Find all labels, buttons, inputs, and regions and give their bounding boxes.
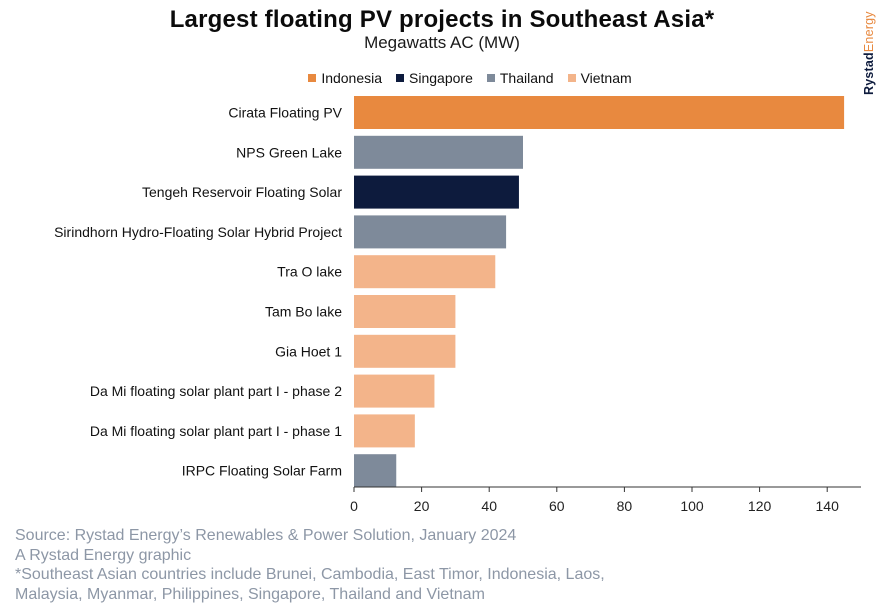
bar-5 bbox=[354, 255, 496, 289]
footnote-line-1: *Southeast Asian countries include Brune… bbox=[15, 566, 605, 583]
legend-label-singapore: Singapore bbox=[409, 70, 473, 86]
bar-9 bbox=[354, 414, 415, 448]
x-tick-label-60: 60 bbox=[549, 498, 565, 514]
bar-8 bbox=[354, 374, 435, 408]
x-tick-label-40: 40 bbox=[481, 498, 497, 514]
legend-item-singapore: Singapore bbox=[396, 70, 473, 86]
credit-note: A Rystad Energy graphic bbox=[15, 546, 192, 564]
x-tick-label-20: 20 bbox=[414, 498, 430, 514]
bar-7 bbox=[354, 334, 456, 368]
legend-item-thailand: Thailand bbox=[486, 70, 554, 86]
category-label-4: Sirindhorn Hydro-Floating Solar Hybrid P… bbox=[54, 224, 342, 240]
bar-3 bbox=[354, 175, 519, 209]
legend-item-vietnam: Vietnam bbox=[567, 70, 632, 86]
x-tick-label-100: 100 bbox=[680, 498, 704, 514]
x-tick-label-120: 120 bbox=[748, 498, 772, 514]
chart-title: Largest floating PV projects in Southeas… bbox=[169, 6, 715, 33]
category-label-6: Tam Bo lake bbox=[265, 304, 342, 320]
legend-swatch-singapore bbox=[396, 74, 405, 82]
category-label-2: NPS Green Lake bbox=[236, 144, 342, 160]
legend-label-vietnam: Vietnam bbox=[580, 70, 632, 86]
legend-swatch-indonesia bbox=[308, 74, 317, 82]
bar-6 bbox=[354, 295, 456, 328]
bar-4 bbox=[354, 215, 507, 249]
category-label-10: IRPC Floating Solar Farm bbox=[182, 463, 342, 479]
bar-10 bbox=[354, 454, 397, 488]
chart-footer: Source: Rystad Energy’s Renewables & Pow… bbox=[15, 526, 605, 604]
x-tick-label-0: 0 bbox=[350, 498, 358, 514]
legend-label-thailand: Thailand bbox=[499, 70, 554, 86]
source-note: Source: Rystad Energy’s Renewables & Pow… bbox=[15, 527, 517, 544]
category-label-8: Da Mi floating solar plant part I - phas… bbox=[90, 383, 342, 399]
legend-swatch-vietnam bbox=[567, 74, 576, 82]
x-tick-label-140: 140 bbox=[816, 498, 840, 514]
category-label-9: Da Mi floating solar plant part I - phas… bbox=[90, 423, 342, 439]
category-label-5: Tra O lake bbox=[277, 264, 342, 280]
legend-label-indonesia: Indonesia bbox=[321, 70, 383, 86]
bar-2 bbox=[354, 135, 523, 169]
legend-swatch-thailand bbox=[486, 74, 495, 82]
footnote-line-2: Malaysia, Myanmar, Philippines, Singapor… bbox=[15, 585, 485, 603]
legend-item-indonesia: Indonesia bbox=[308, 70, 382, 86]
category-label-3: Tengeh Reservoir Floating Solar bbox=[142, 184, 342, 200]
category-label-7: Gia Hoet 1 bbox=[275, 343, 342, 359]
bar-1 bbox=[354, 96, 845, 129]
chart-legend: Indonesia Singapore Thailand Vietnam bbox=[260, 68, 680, 88]
category-label-1: Cirata Floating PV bbox=[228, 105, 342, 121]
x-tick-label-80: 80 bbox=[617, 498, 633, 514]
chart-subtitle: Megawatts AC (MW) bbox=[364, 33, 520, 52]
